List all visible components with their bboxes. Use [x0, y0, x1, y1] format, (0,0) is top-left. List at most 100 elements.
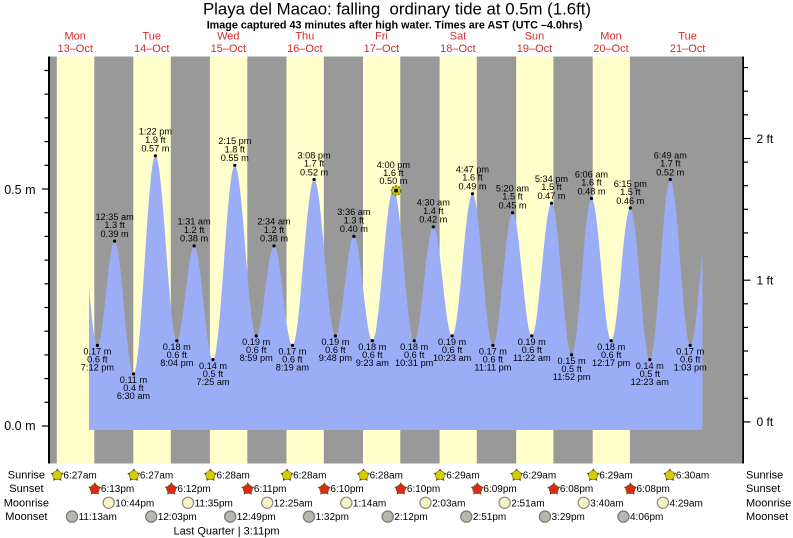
svg-text:6:27am: 6:27am	[63, 470, 96, 481]
svg-text:1.6 ft: 1.6 ft	[462, 173, 483, 183]
svg-text:0.6 ft: 0.6 ft	[362, 350, 383, 360]
svg-text:Moonset: Moonset	[746, 511, 788, 523]
svg-text:0.6 ft: 0.6 ft	[442, 345, 463, 355]
svg-text:0.6 ft: 0.6 ft	[483, 355, 504, 365]
svg-text:3:40am: 3:40am	[590, 498, 623, 509]
svg-text:0.15 m: 0.15 m	[558, 356, 586, 366]
svg-text:0.5 ft: 0.5 ft	[640, 369, 661, 379]
svg-text:Sunset: Sunset	[9, 483, 43, 495]
svg-text:3:08 pm: 3:08 pm	[297, 150, 331, 160]
svg-text:6:08pm: 6:08pm	[560, 484, 593, 495]
svg-text:0.5 ft: 0.5 ft	[203, 369, 224, 379]
svg-text:Thu: Thu	[295, 31, 314, 43]
svg-text:4:00 pm: 4:00 pm	[377, 160, 411, 170]
svg-text:0.45 m: 0.45 m	[498, 201, 526, 211]
svg-text:6:28am: 6:28am	[370, 470, 403, 481]
svg-text:Moonrise: Moonrise	[4, 497, 49, 509]
svg-text:1:31 am: 1:31 am	[177, 217, 211, 227]
svg-text:0.52 m: 0.52 m	[656, 167, 684, 177]
svg-text:0.50 m: 0.50 m	[379, 176, 407, 186]
svg-text:0.40 m: 0.40 m	[340, 224, 368, 234]
svg-text:4:47 pm: 4:47 pm	[456, 165, 490, 175]
svg-text:0.52 m: 0.52 m	[300, 167, 328, 177]
svg-text:1.5 ft: 1.5 ft	[620, 187, 641, 197]
svg-text:Mon: Mon	[64, 31, 85, 43]
svg-text:0.6 ft: 0.6 ft	[167, 350, 188, 360]
svg-text:2:51am: 2:51am	[511, 498, 544, 509]
svg-text:6:29am: 6:29am	[523, 470, 556, 481]
svg-text:0.55 m: 0.55 m	[221, 153, 249, 163]
svg-text:12:23 am: 12:23 am	[631, 377, 670, 387]
svg-text:1.2 ft: 1.2 ft	[184, 225, 205, 235]
svg-text:0.6 ft: 0.6 ft	[680, 355, 701, 365]
svg-text:0.0 m: 0.0 m	[4, 419, 35, 433]
svg-text:6:10pm: 6:10pm	[330, 484, 363, 495]
svg-text:11:13am: 11:13am	[79, 512, 117, 523]
svg-text:1.2 ft: 1.2 ft	[264, 225, 285, 235]
svg-text:0.38 m: 0.38 m	[180, 234, 208, 244]
svg-text:0.6 ft: 0.6 ft	[522, 345, 543, 355]
svg-text:0.18 m: 0.18 m	[400, 342, 428, 352]
svg-text:1.7 ft: 1.7 ft	[660, 159, 681, 169]
svg-text:6:30am: 6:30am	[676, 470, 709, 481]
svg-text:0.46 m: 0.46 m	[616, 196, 644, 206]
svg-text:Sunrise: Sunrise	[746, 469, 783, 481]
svg-text:11:22 am: 11:22 am	[513, 353, 551, 363]
svg-text:Mon: Mon	[600, 31, 621, 43]
svg-text:0.6 ft: 0.6 ft	[87, 355, 108, 365]
svg-text:1:32pm: 1:32pm	[316, 512, 349, 523]
svg-text:0.6 ft: 0.6 ft	[282, 355, 303, 365]
svg-text:0.6 ft: 0.6 ft	[325, 345, 346, 355]
svg-text:8:59 pm: 8:59 pm	[240, 353, 274, 363]
svg-text:0.19 m: 0.19 m	[518, 337, 546, 347]
svg-text:0.5 ft: 0.5 ft	[561, 364, 582, 374]
svg-text:Last Quarter | 3:11pm: Last Quarter | 3:11pm	[174, 525, 280, 537]
svg-text:10:31 pm: 10:31 pm	[395, 358, 434, 368]
svg-text:9:23 am: 9:23 am	[356, 358, 390, 368]
svg-text:0.18 m: 0.18 m	[163, 342, 191, 352]
svg-text:0.11 m: 0.11 m	[120, 375, 148, 385]
svg-text:12:35 am: 12:35 am	[95, 212, 134, 222]
svg-text:1 ft: 1 ft	[757, 274, 774, 288]
svg-text:6:27am: 6:27am	[140, 470, 173, 481]
svg-text:2 ft: 2 ft	[757, 132, 774, 146]
svg-text:6:30 am: 6:30 am	[117, 391, 151, 401]
svg-text:4:30 am: 4:30 am	[417, 198, 451, 208]
svg-text:16–Oct: 16–Oct	[287, 43, 322, 55]
svg-text:18–Oct: 18–Oct	[440, 43, 475, 55]
svg-text:0.18 m: 0.18 m	[358, 342, 386, 352]
svg-text:Sunrise: Sunrise	[8, 469, 45, 481]
svg-text:2:15 pm: 2:15 pm	[218, 136, 252, 146]
svg-text:0.17 m: 0.17 m	[278, 347, 306, 357]
svg-text:12:17 pm: 12:17 pm	[592, 358, 631, 368]
svg-text:7:12 pm: 7:12 pm	[81, 363, 115, 373]
svg-text:6:10pm: 6:10pm	[407, 484, 440, 495]
svg-text:6:13pm: 6:13pm	[101, 484, 134, 495]
svg-text:8:04 pm: 8:04 pm	[160, 358, 194, 368]
svg-text:1.6 ft: 1.6 ft	[581, 178, 602, 188]
svg-text:0.6 ft: 0.6 ft	[404, 350, 425, 360]
svg-text:6:06 am: 6:06 am	[575, 169, 609, 179]
svg-text:Tue: Tue	[142, 31, 161, 43]
svg-text:0.18 m: 0.18 m	[597, 342, 625, 352]
svg-text:6:08pm: 6:08pm	[637, 484, 670, 495]
svg-text:5:34 pm: 5:34 pm	[535, 174, 569, 184]
svg-text:0.6 ft: 0.6 ft	[246, 345, 267, 355]
svg-text:19–Oct: 19–Oct	[517, 43, 552, 55]
svg-text:13–Oct: 13–Oct	[57, 43, 92, 55]
svg-text:Image captured 43 minutes afte: Image captured 43 minutes after high wat…	[207, 19, 583, 31]
svg-text:11:11 pm: 11:11 pm	[474, 363, 511, 373]
svg-text:14–Oct: 14–Oct	[134, 43, 169, 55]
svg-text:1:22 pm: 1:22 pm	[139, 127, 173, 137]
svg-text:9:48 pm: 9:48 pm	[319, 353, 353, 363]
svg-text:20–Oct: 20–Oct	[593, 43, 628, 55]
svg-text:12:25am: 12:25am	[274, 498, 313, 509]
svg-text:21–Oct: 21–Oct	[670, 43, 705, 55]
svg-text:4:06pm: 4:06pm	[630, 512, 663, 523]
svg-text:6:28am: 6:28am	[293, 470, 326, 481]
svg-text:0.4 ft: 0.4 ft	[123, 383, 144, 393]
svg-text:1.4 ft: 1.4 ft	[423, 206, 444, 216]
svg-text:Moonrise: Moonrise	[746, 497, 791, 509]
svg-text:12:49pm: 12:49pm	[237, 512, 276, 523]
svg-text:1.5 ft: 1.5 ft	[502, 192, 523, 202]
